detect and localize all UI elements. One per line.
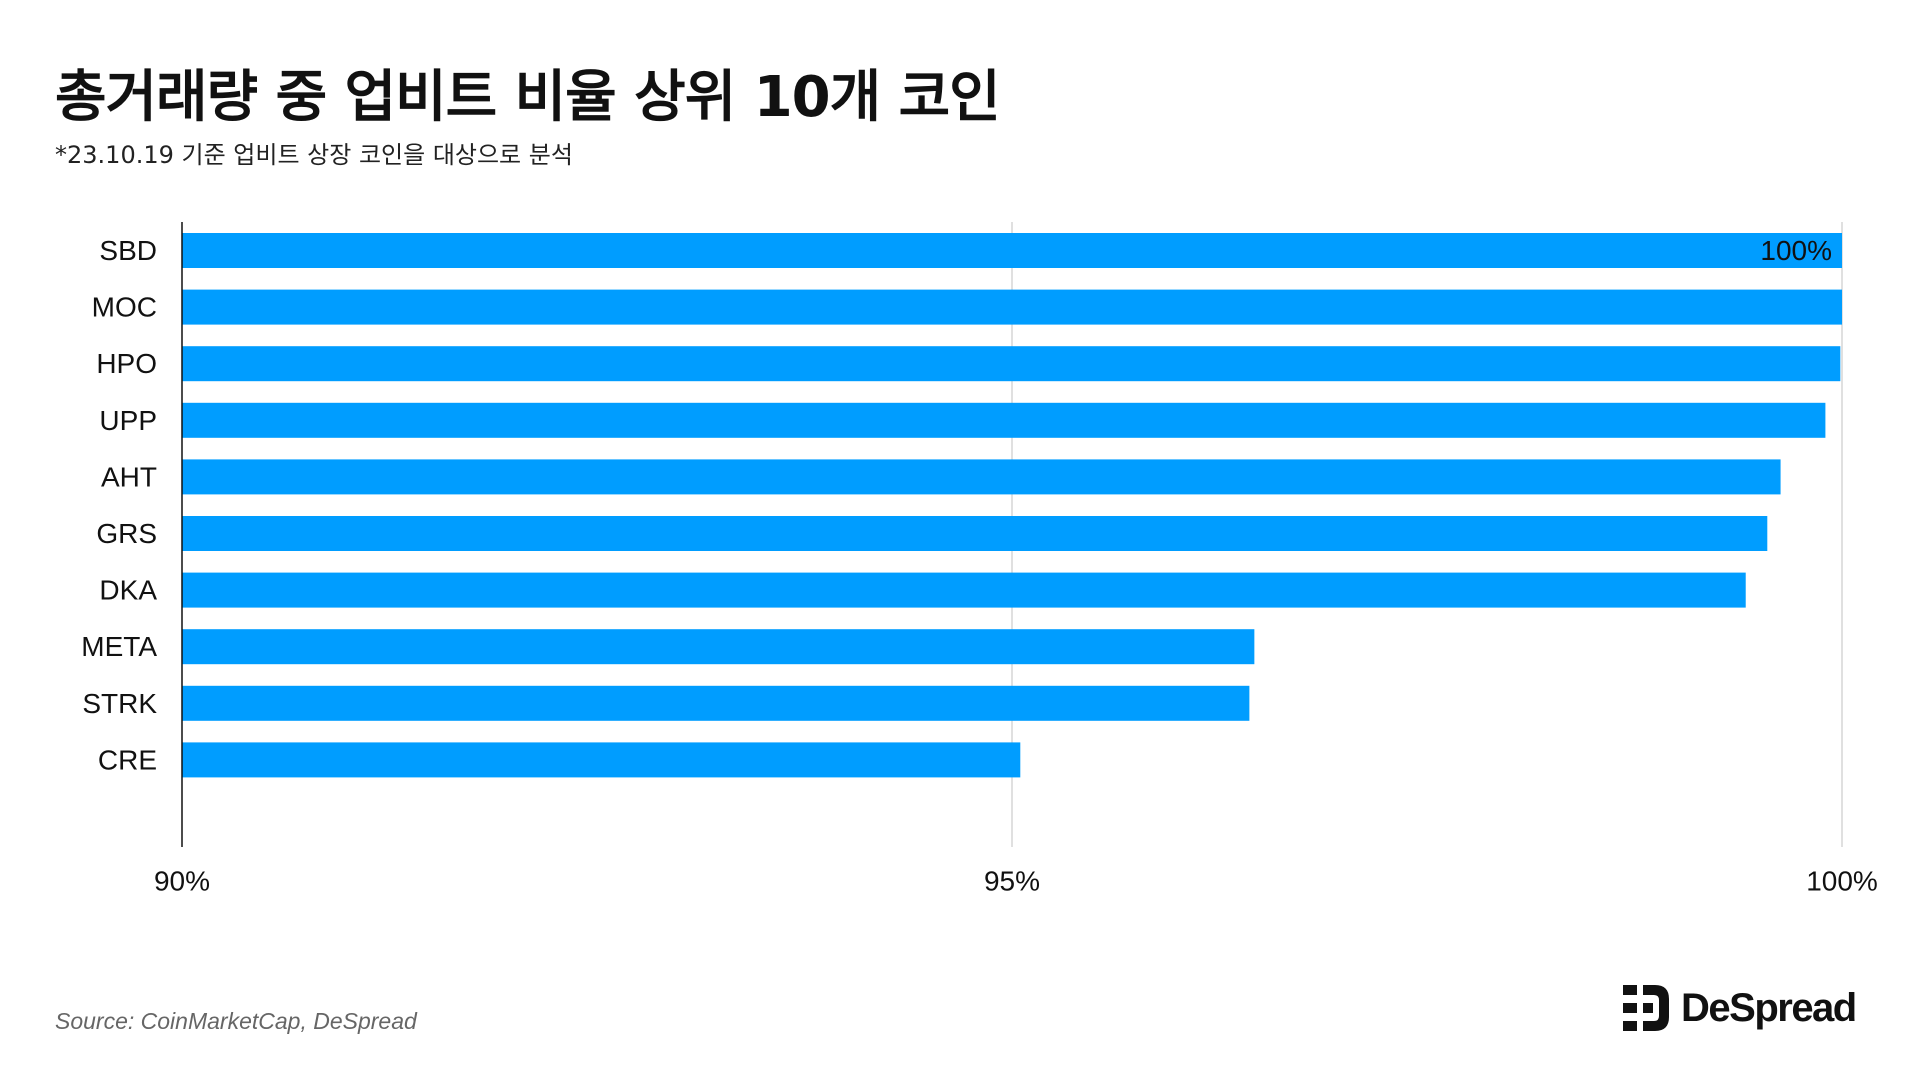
category-label-sbd: SBD <box>99 235 157 266</box>
category-label-strk: STRK <box>82 688 157 719</box>
x-tick-label-95pct: 95% <box>984 866 1040 897</box>
category-labels: SBD MOC HPO UPP AHT GRS DKA META STRK CRE <box>81 235 157 775</box>
bar-cre <box>182 742 1021 778</box>
x-axis-ticks: 90% 95% 100% <box>154 866 1878 897</box>
category-label-aht: AHT <box>101 461 157 492</box>
category-label-grs: GRS <box>96 518 157 549</box>
category-label-moc: MOC <box>92 292 157 323</box>
bars <box>182 233 1842 778</box>
bar-chart: SBD MOC HPO UPP AHT GRS DKA META STRK CRE 90% 95% 1… <box>81 222 1878 897</box>
category-label-cre: CRE <box>98 744 157 775</box>
bar-moc <box>182 289 1842 325</box>
chart-subtitle: *23.10.19 기준 업비트 상장 코인을 대상으로 분석 <box>55 141 573 169</box>
bar-meta <box>182 629 1255 665</box>
category-label-meta: META <box>81 631 157 662</box>
category-label-upp: UPP <box>99 405 157 436</box>
bar-grs <box>182 516 1768 551</box>
source-note: Source: CoinMarketCap, DeSpread <box>55 1008 417 1034</box>
data-labels: 100% <box>1760 235 1832 266</box>
bar-hpo <box>182 346 1841 382</box>
bar-aht <box>182 459 1781 495</box>
bar-upp <box>182 402 1826 438</box>
brand-logo: DeSpread <box>1623 983 1857 1033</box>
bar-strk <box>182 685 1250 721</box>
chart-title: 총거래량 중 업비트 비율 상위 10개 코인 <box>55 65 1001 130</box>
bar-dka <box>182 572 1746 608</box>
data-label-sbd: 100% <box>1760 235 1832 266</box>
category-label-hpo: HPO <box>96 348 157 379</box>
bar-sbd <box>182 233 1842 268</box>
category-label-dka: DKA <box>99 575 157 606</box>
brand-name: DeSpread <box>1681 985 1857 1030</box>
despread-logo-mark-icon <box>1623 985 1669 1031</box>
x-tick-label-90pct: 90% <box>154 866 210 897</box>
x-tick-label-100pct: 100% <box>1806 866 1878 897</box>
